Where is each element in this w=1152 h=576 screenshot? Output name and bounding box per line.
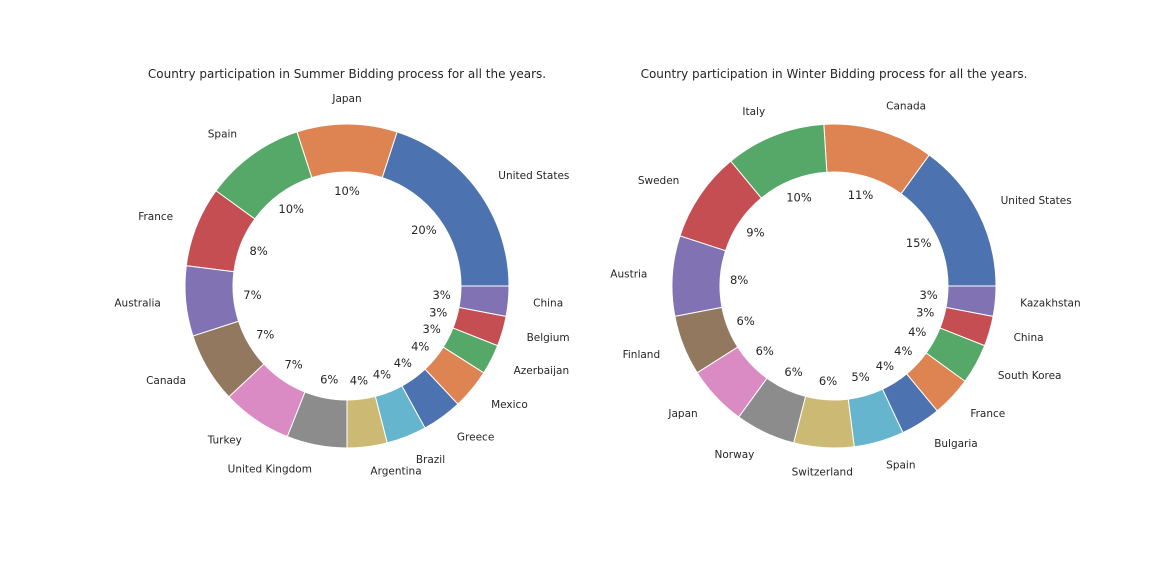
category-label-canada: Canada	[886, 100, 926, 112]
category-label-switzerland: Switzerland	[792, 467, 853, 479]
category-label-australia: Australia	[114, 298, 160, 310]
slice-kazakhstan	[945, 285, 997, 317]
category-label-argentina: Argentina	[370, 466, 421, 478]
pct-label-china: 3%	[916, 306, 934, 320]
pct-label-austria: 8%	[730, 273, 748, 287]
category-label-united-kingdom: United Kingdom	[228, 464, 312, 476]
pct-label-sweden: 9%	[746, 226, 764, 240]
category-label-norway: Norway	[715, 449, 755, 461]
pct-label-france: 4%	[894, 344, 912, 358]
category-label-austria: Austria	[610, 268, 647, 280]
pct-label-south-korea: 4%	[908, 325, 926, 339]
winter-chart-title: Country participation in Winter Bidding …	[641, 67, 1028, 81]
category-label-united-states: United States	[1001, 195, 1072, 207]
category-label-united-states: United States	[498, 170, 569, 182]
category-label-bulgaria: Bulgaria	[934, 438, 978, 450]
pct-label-finland: 6%	[737, 314, 755, 328]
category-label-azerbaijan: Azerbaijan	[514, 365, 570, 377]
category-label-france: France	[138, 211, 173, 223]
pct-label-argentina: 4%	[350, 373, 368, 387]
winter-donut-chart: Country participation in Winter Bidding …	[610, 67, 1080, 479]
pct-label-greece: 4%	[394, 356, 412, 370]
pct-label-spain: 10%	[278, 202, 304, 216]
pct-label-france: 8%	[250, 244, 268, 258]
category-label-spain: Spain	[886, 460, 915, 472]
category-label-japan: Japan	[331, 93, 361, 105]
pct-label-brazil: 4%	[373, 367, 391, 381]
category-label-sweden: Sweden	[638, 175, 680, 187]
winter-slices	[671, 123, 997, 449]
category-label-spain: Spain	[208, 129, 237, 141]
slice-china	[458, 285, 510, 317]
category-label-japan: Japan	[667, 408, 697, 420]
category-label-mexico: Mexico	[491, 399, 528, 411]
category-label-china: China	[1014, 332, 1044, 344]
category-label-greece: Greece	[457, 431, 494, 443]
category-label-italy: Italy	[742, 106, 765, 118]
pct-label-australia: 7%	[243, 288, 261, 302]
category-label-china: China	[533, 298, 563, 310]
slice-united-states	[381, 131, 510, 287]
pct-label-azerbaijan: 3%	[423, 322, 441, 336]
pct-label-norway: 6%	[784, 365, 802, 379]
slice-austria	[671, 235, 727, 317]
category-label-belgium: Belgium	[527, 332, 570, 344]
category-label-turkey: Turkey	[207, 435, 242, 447]
category-label-finland: Finland	[623, 349, 661, 361]
pct-label-spain: 5%	[851, 370, 869, 384]
pct-label-mexico: 4%	[411, 340, 429, 354]
pct-label-united-states: 20%	[411, 223, 437, 237]
category-label-south-korea: South Korea	[998, 370, 1062, 382]
pct-label-china: 3%	[432, 288, 450, 302]
pct-label-belgium: 3%	[429, 306, 447, 320]
slice-japan	[296, 123, 398, 179]
pct-label-italy: 10%	[786, 191, 812, 205]
summer-donut-chart: Country participation in Summer Bidding …	[114, 67, 569, 478]
category-label-canada: Canada	[146, 375, 186, 387]
pct-label-canada: 11%	[848, 188, 874, 202]
category-label-brazil: Brazil	[416, 454, 445, 466]
pct-label-kazakhstan: 3%	[919, 288, 937, 302]
summer-labels: 20% United States 10% Japan 10% Spain 8% France…	[114, 93, 569, 478]
category-label-kazakhstan: Kazakhstan	[1020, 298, 1081, 310]
pct-label-turkey: 7%	[284, 358, 302, 372]
category-label-france: France	[970, 408, 1005, 420]
summer-slices	[184, 123, 510, 449]
pct-label-united-states: 15%	[906, 236, 932, 250]
pct-label-canada: 7%	[256, 327, 274, 341]
winter-labels: 15% United States 11% Canada 10% Italy 9% Swede…	[610, 100, 1080, 478]
summer-chart-title: Country participation in Summer Bidding …	[148, 67, 546, 81]
pct-label-bulgaria: 4%	[876, 359, 894, 373]
pct-label-japan: 6%	[756, 344, 774, 358]
pct-label-switzerland: 6%	[819, 374, 837, 388]
pct-label-united-kingdom: 6%	[320, 372, 338, 386]
pct-label-japan: 10%	[334, 184, 360, 198]
